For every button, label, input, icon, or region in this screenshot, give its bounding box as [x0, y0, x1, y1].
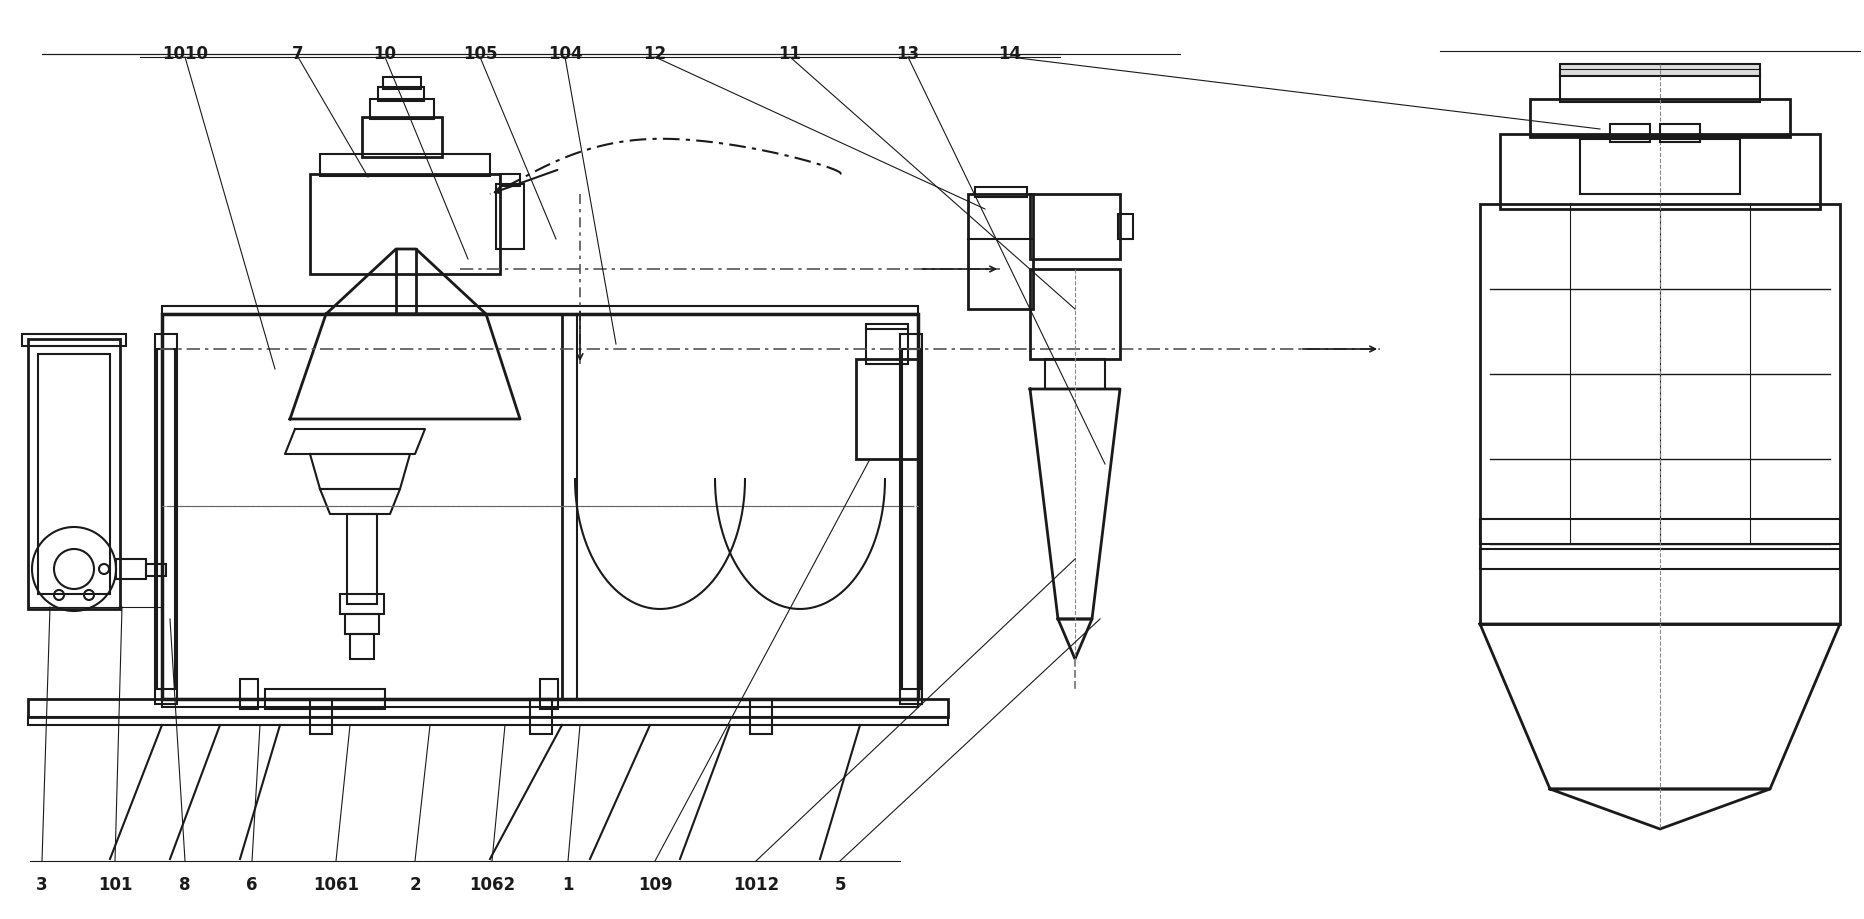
Bar [541, 679, 557, 709]
Bar [1609, 125, 1650, 142]
Text: 3: 3 [35, 875, 48, 893]
Bar [382, 78, 421, 90]
Bar [856, 359, 917, 460]
Bar [749, 699, 772, 734]
Bar [362, 118, 442, 158]
Bar [162, 699, 917, 708]
Bar [240, 679, 257, 709]
Text: 1012: 1012 [733, 875, 779, 893]
Bar [28, 717, 947, 725]
Text: 14: 14 [997, 45, 1021, 62]
Bar [1558, 65, 1760, 77]
Bar [1480, 519, 1840, 544]
Bar [22, 335, 127, 346]
Bar [155, 335, 177, 704]
Bar [28, 340, 119, 609]
Bar [1499, 135, 1819, 210]
Text: 5: 5 [833, 875, 844, 893]
Bar [529, 699, 552, 734]
Bar [369, 100, 434, 119]
Bar [145, 564, 166, 576]
Text: 12: 12 [643, 45, 665, 62]
Text: 101: 101 [97, 875, 132, 893]
Text: 11: 11 [777, 45, 802, 62]
Bar [967, 195, 1033, 310]
Bar [162, 314, 917, 699]
Bar [500, 175, 520, 187]
Bar [309, 699, 332, 734]
Bar [350, 634, 375, 659]
Bar [339, 595, 384, 614]
Bar [345, 614, 378, 634]
Text: 10: 10 [373, 45, 397, 62]
Bar [1659, 125, 1700, 142]
Bar [162, 307, 917, 314]
Bar [1117, 215, 1133, 240]
Bar [265, 689, 384, 709]
Bar [1579, 140, 1739, 195]
Text: 105: 105 [462, 45, 498, 62]
Text: 7: 7 [293, 45, 304, 62]
Text: 1062: 1062 [468, 875, 514, 893]
Bar [1029, 195, 1120, 260]
Bar [321, 154, 490, 176]
Text: 1061: 1061 [313, 875, 358, 893]
Bar [1528, 100, 1789, 138]
Bar [309, 175, 500, 275]
Bar [1044, 359, 1103, 390]
Text: 1010: 1010 [162, 45, 209, 62]
Text: 2: 2 [408, 875, 421, 893]
Text: 8: 8 [179, 875, 190, 893]
Text: 6: 6 [246, 875, 257, 893]
Bar [1480, 205, 1840, 624]
Bar [37, 355, 110, 595]
Text: 109: 109 [637, 875, 671, 893]
Bar [975, 187, 1027, 198]
Bar [900, 335, 921, 704]
Bar [1480, 550, 1840, 570]
Text: 104: 104 [548, 45, 582, 62]
Bar [1029, 269, 1120, 359]
Bar [116, 560, 145, 579]
Bar [378, 88, 423, 102]
Bar [496, 185, 524, 250]
Bar [347, 515, 377, 605]
Bar [1558, 75, 1760, 103]
Bar [902, 349, 919, 689]
Bar [865, 324, 908, 365]
Text: 1: 1 [561, 875, 574, 893]
Bar [28, 699, 947, 717]
Text: 13: 13 [897, 45, 919, 62]
Bar [157, 349, 175, 689]
